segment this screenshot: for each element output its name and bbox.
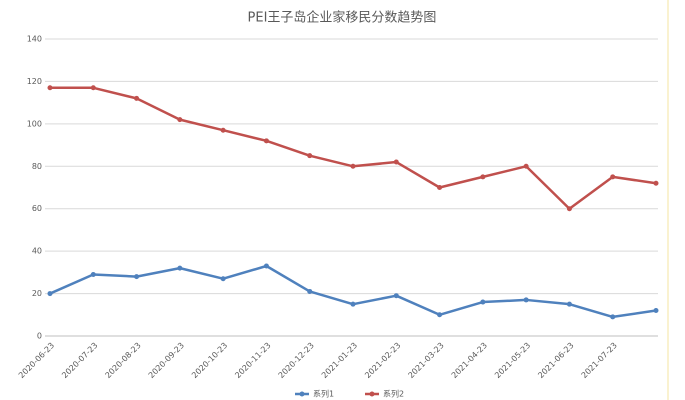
point [220, 276, 226, 282]
x-tick-label: 2021-07-23 [580, 341, 619, 380]
x-tick-label: 2021-04-23 [450, 341, 489, 380]
x-tick-label: 2021-03-23 [407, 341, 446, 380]
legend-label: 系列2 [383, 389, 404, 399]
point [523, 163, 529, 169]
point [480, 174, 486, 180]
x-tick-label: 2021-02-23 [363, 341, 402, 380]
x-tick-label: 2020-09-23 [147, 341, 186, 380]
y-tick-label: 80 [32, 162, 42, 171]
point [437, 185, 443, 190]
legend-marker [369, 391, 375, 397]
point [134, 274, 140, 280]
point [523, 297, 529, 303]
point [90, 85, 96, 91]
point [653, 180, 659, 186]
point [610, 314, 616, 320]
point [566, 206, 572, 212]
legend-label: 系列1 [313, 389, 334, 399]
y-tick-label: 140 [27, 35, 42, 44]
point [220, 127, 226, 133]
point [350, 163, 356, 169]
point [47, 85, 53, 91]
y-tick-label: 120 [27, 77, 42, 86]
point [393, 159, 399, 165]
x-tick-label: 2020-08-23 [104, 341, 143, 380]
point [177, 117, 183, 123]
y-tick-label: 60 [32, 204, 42, 213]
point [393, 293, 399, 299]
point [307, 153, 313, 159]
chart-title: PEI王子岛企业家移民分数趋势图 [248, 10, 437, 26]
y-tick-label: 0 [37, 332, 42, 341]
series-line [50, 86, 657, 210]
x-tick-label: 2021-01-23 [320, 341, 359, 380]
y-tick-label: 20 [32, 289, 42, 298]
x-tick-label: 2020-11-23 [233, 341, 272, 380]
x-tick-label: 2020-06-23 [17, 341, 56, 380]
y-tick-label: 100 [27, 119, 42, 128]
x-tick-label: 2021-06-23 [536, 341, 575, 380]
series-line [49, 264, 657, 319]
point [307, 288, 313, 294]
point [90, 271, 96, 277]
x-tick-label: 2021-05-23 [493, 341, 532, 380]
point [566, 301, 572, 307]
y-tick-label: 40 [32, 247, 42, 256]
point [610, 174, 616, 180]
point [437, 312, 443, 318]
point [480, 299, 486, 305]
x-tick-label: 2020-07-23 [60, 341, 99, 380]
x-tick-label: 2020-12-23 [277, 341, 316, 380]
point [177, 265, 183, 271]
point [350, 301, 356, 307]
x-tick-label: 2020-10-23 [190, 341, 229, 380]
point [47, 291, 53, 297]
point [134, 95, 140, 101]
point [653, 308, 659, 314]
legend-marker [299, 391, 305, 397]
point [263, 138, 269, 144]
point [263, 263, 269, 269]
